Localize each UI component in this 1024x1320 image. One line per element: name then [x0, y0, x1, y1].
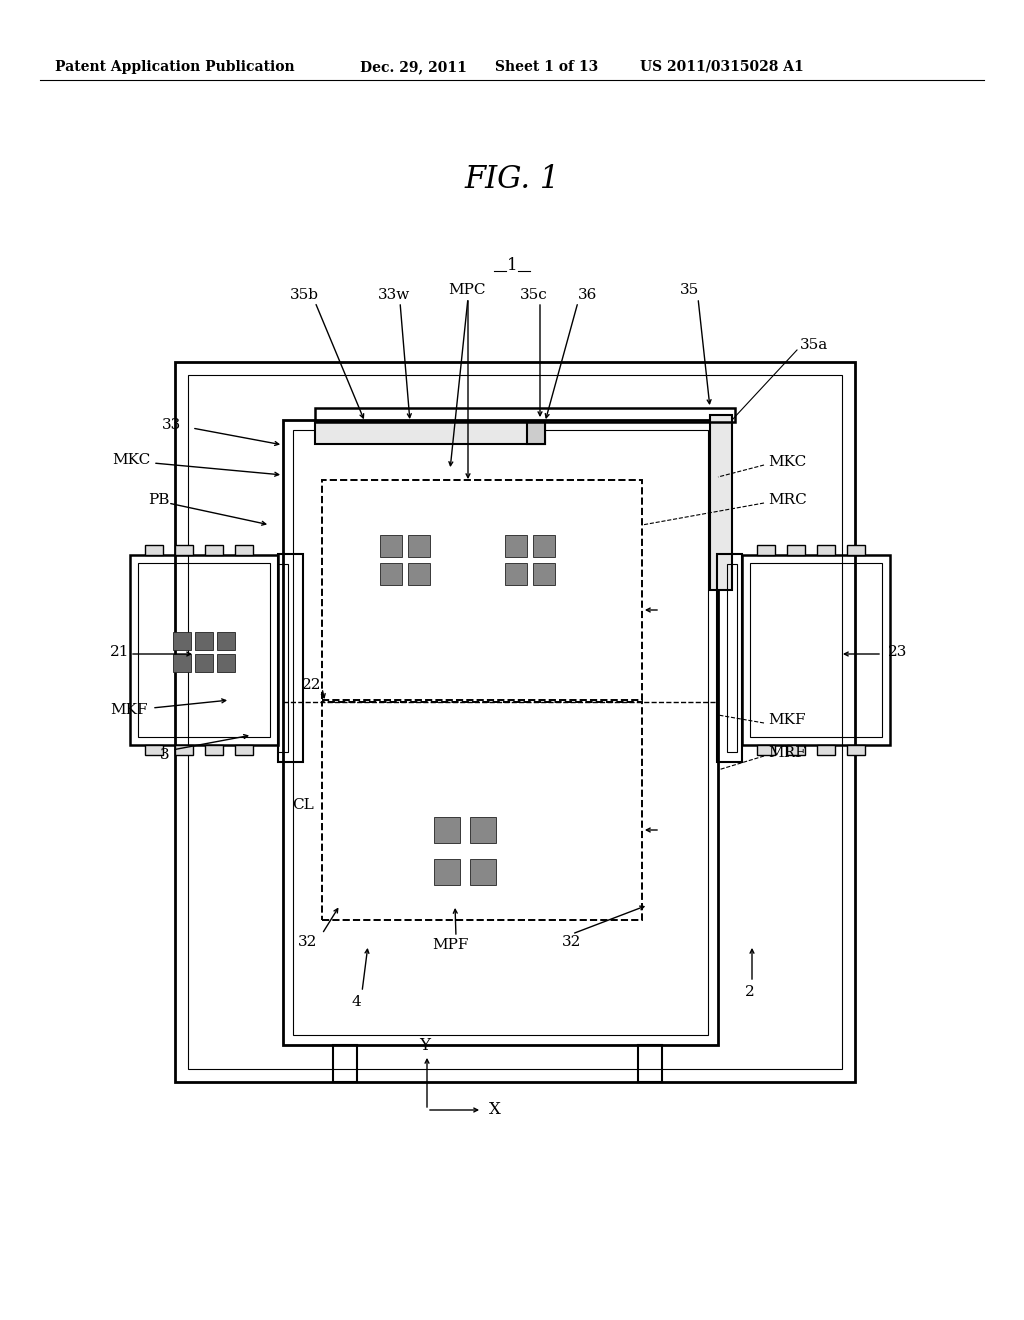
Bar — [534, 535, 555, 557]
Text: 2: 2 — [745, 985, 755, 999]
Bar — [717, 554, 742, 762]
Bar — [145, 545, 163, 554]
Bar — [195, 653, 213, 672]
Bar — [175, 545, 193, 554]
Bar — [315, 422, 545, 444]
Text: 33w: 33w — [378, 288, 411, 302]
Bar — [278, 554, 303, 762]
Text: X: X — [489, 1101, 501, 1118]
Text: PB: PB — [148, 492, 169, 507]
Bar — [817, 545, 835, 554]
Text: 33: 33 — [162, 418, 181, 432]
Bar — [750, 564, 882, 737]
Bar — [638, 1045, 662, 1082]
Bar — [278, 564, 288, 752]
Text: 22: 22 — [302, 678, 322, 692]
Text: CL: CL — [292, 799, 313, 812]
Bar — [434, 859, 460, 884]
Text: MKF: MKF — [768, 713, 806, 727]
Bar — [470, 859, 496, 884]
Bar — [145, 744, 163, 755]
Bar — [434, 817, 460, 843]
Bar — [205, 744, 223, 755]
Bar — [505, 535, 527, 557]
Text: 35b: 35b — [290, 288, 319, 302]
Bar — [408, 535, 430, 557]
Bar — [527, 422, 545, 444]
Text: MKC: MKC — [112, 453, 151, 467]
Bar — [380, 535, 402, 557]
Text: 35c: 35c — [520, 288, 548, 302]
Bar — [130, 554, 278, 744]
Bar — [710, 414, 732, 590]
Bar — [175, 362, 855, 1082]
Bar — [217, 653, 234, 672]
Bar — [322, 702, 642, 920]
Text: 4: 4 — [352, 995, 361, 1008]
Text: Dec. 29, 2011: Dec. 29, 2011 — [360, 59, 467, 74]
Bar — [817, 744, 835, 755]
Bar — [727, 564, 737, 752]
Text: FIG. 1: FIG. 1 — [464, 165, 560, 195]
Text: 35: 35 — [680, 282, 699, 297]
Text: 21: 21 — [110, 645, 129, 659]
Text: Sheet 1 of 13: Sheet 1 of 13 — [495, 59, 598, 74]
Bar — [787, 744, 805, 755]
Text: MPF: MPF — [432, 939, 468, 952]
Bar — [534, 564, 555, 585]
Text: MKC: MKC — [768, 455, 806, 469]
Bar — [742, 554, 890, 744]
Bar — [408, 564, 430, 585]
Bar — [333, 1045, 357, 1082]
Bar — [195, 632, 213, 649]
Bar — [787, 545, 805, 554]
Text: US 2011/0315028 A1: US 2011/0315028 A1 — [640, 59, 804, 74]
Bar — [315, 408, 735, 422]
Bar — [847, 545, 865, 554]
Bar — [188, 375, 842, 1069]
Bar — [293, 430, 708, 1035]
Bar — [173, 632, 191, 649]
Text: 3: 3 — [160, 748, 170, 762]
Text: MRF: MRF — [768, 746, 806, 760]
Bar — [470, 817, 496, 843]
Bar — [234, 744, 253, 755]
Bar — [505, 564, 527, 585]
Bar — [138, 564, 270, 737]
Bar — [283, 420, 718, 1045]
Bar — [205, 545, 223, 554]
Text: MPC: MPC — [449, 282, 485, 297]
Bar — [217, 632, 234, 649]
Bar — [847, 744, 865, 755]
Text: Patent Application Publication: Patent Application Publication — [55, 59, 295, 74]
Text: 35a: 35a — [800, 338, 828, 352]
Text: MRC: MRC — [768, 492, 807, 507]
Text: 32: 32 — [562, 935, 582, 949]
Bar — [175, 744, 193, 755]
Bar — [380, 564, 402, 585]
Text: Y: Y — [419, 1038, 430, 1055]
Text: 36: 36 — [578, 288, 597, 302]
Bar — [173, 653, 191, 672]
Text: 23: 23 — [888, 645, 907, 659]
Text: 32: 32 — [298, 935, 317, 949]
Bar — [234, 545, 253, 554]
Text: 1: 1 — [507, 256, 517, 273]
Bar — [757, 545, 775, 554]
Text: MKF: MKF — [110, 704, 147, 717]
Bar — [757, 744, 775, 755]
Bar — [322, 480, 642, 700]
